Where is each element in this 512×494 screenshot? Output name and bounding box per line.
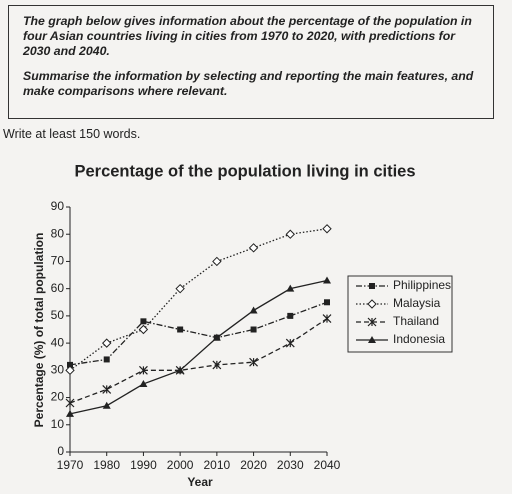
chart-title: Percentage of the population living in c…	[74, 162, 415, 180]
marker	[212, 360, 222, 370]
marker	[67, 361, 73, 368]
instruction: Write at least 150 words.	[3, 127, 141, 141]
y-tick-label: 20	[51, 390, 65, 404]
marker	[287, 312, 294, 319]
legend-label: Thailand	[393, 314, 439, 328]
x-tick-label: 1990	[130, 458, 157, 472]
y-tick-label: 40	[51, 335, 65, 349]
marker	[177, 326, 184, 333]
marker	[323, 276, 331, 284]
y-tick-label: 50	[51, 308, 65, 322]
marker	[249, 306, 258, 314]
marker	[102, 338, 112, 348]
marker	[367, 299, 377, 309]
marker	[212, 256, 222, 267]
marker	[369, 283, 375, 289]
x-tick-label: 2000	[167, 458, 194, 472]
y-tick-label: 60	[51, 281, 65, 295]
legend-label: Malaysia	[393, 296, 441, 310]
series-line	[69, 318, 328, 404]
marker	[65, 365, 75, 376]
x-tick-label: 2030	[277, 458, 304, 472]
y-tick-label: 70	[51, 254, 65, 268]
marker	[139, 379, 148, 387]
marker	[285, 229, 295, 239]
x-tick-label: 1980	[93, 458, 120, 472]
marker	[175, 283, 185, 294]
marker	[176, 366, 185, 374]
y-tick-label: 10	[51, 417, 65, 431]
y-tick-label: 90	[51, 199, 65, 213]
y-tick-label: 80	[51, 226, 65, 240]
marker	[249, 357, 258, 367]
marker	[102, 401, 111, 409]
marker	[322, 224, 332, 234]
marker	[102, 384, 112, 394]
y-tick-label: 30	[51, 363, 65, 377]
task-box: The graph below gives information about …	[8, 5, 494, 119]
marker	[65, 398, 75, 408]
marker	[250, 326, 257, 333]
x-tick-label: 2020	[240, 458, 267, 472]
marker	[367, 317, 377, 327]
marker	[138, 324, 149, 335]
y-tick-label: 0	[57, 444, 64, 458]
task-paragraph: The graph below gives information about …	[23, 14, 472, 58]
marker	[248, 243, 259, 253]
legend-label: Philippines	[393, 278, 451, 292]
legend-box	[347, 275, 453, 353]
y-axis-label: Percentage (%) of total population	[32, 233, 46, 428]
marker	[140, 318, 147, 325]
x-tick-label: 2010	[204, 458, 231, 472]
x-tick-label: 2040	[314, 458, 341, 472]
task-paragraph: Summarise the information by selecting a…	[23, 69, 474, 98]
marker	[322, 314, 332, 324]
x-tick-label: 1970	[57, 458, 84, 472]
marker	[103, 356, 110, 363]
marker	[286, 284, 295, 292]
series-line	[69, 279, 328, 415]
marker	[368, 336, 376, 343]
marker	[66, 409, 74, 417]
marker	[324, 299, 330, 306]
marker	[285, 338, 295, 348]
x-axis-label: Year	[187, 475, 213, 489]
series-line	[69, 228, 328, 371]
legend-label: Indonesia	[393, 332, 445, 346]
series-line	[69, 301, 328, 366]
marker	[139, 365, 148, 375]
marker	[212, 333, 221, 341]
